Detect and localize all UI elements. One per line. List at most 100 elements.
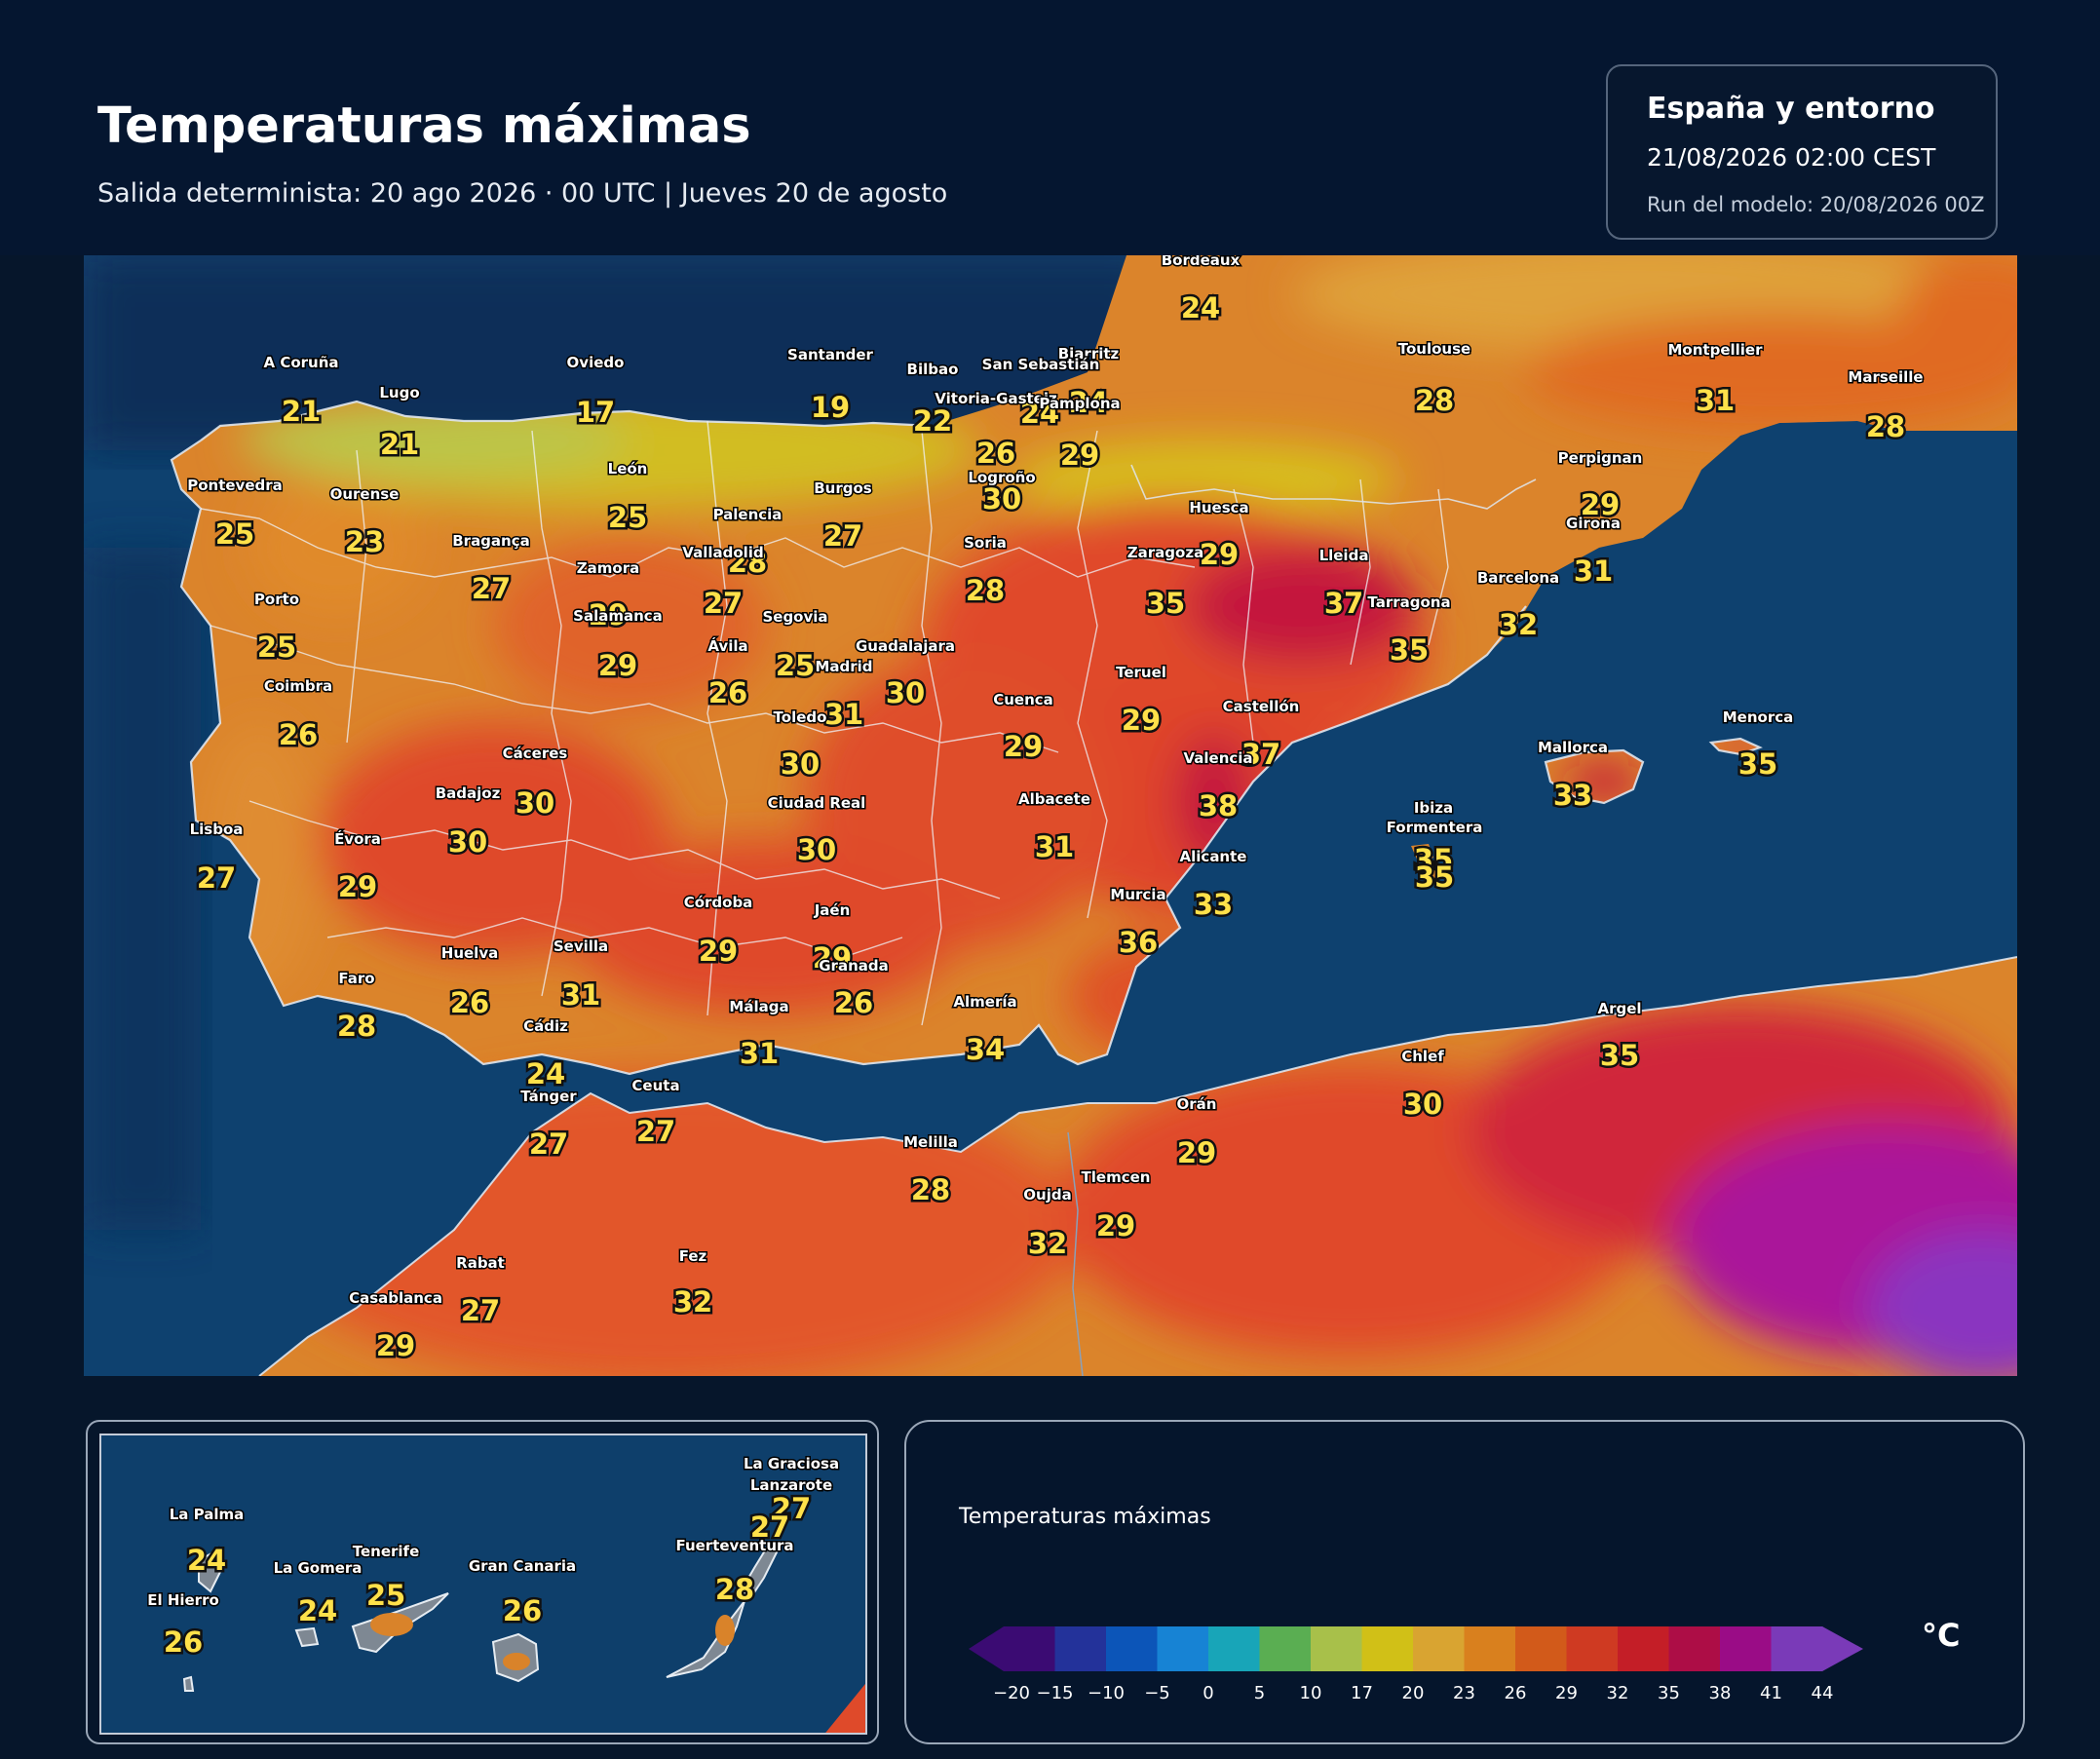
city-name: Perpignan <box>1558 449 1643 467</box>
city-marker-leon: León 25 <box>605 459 649 537</box>
city-temperature: 17 <box>576 396 615 429</box>
colorbar-segment <box>1618 1626 1669 1671</box>
colorbar-tick-label: 26 <box>1505 1683 1527 1703</box>
island-temperature: 28 <box>715 1573 754 1606</box>
city-name: Lleida <box>1319 547 1369 564</box>
city-temperature: 31 <box>740 1037 779 1070</box>
city-marker-ourense: Ourense 23 <box>328 484 401 561</box>
city-marker-pamplona: Pamplona 29 <box>1038 394 1122 475</box>
city-marker-jaen: Jaén 29 <box>810 900 854 977</box>
colorbar-min-arrow <box>969 1626 1004 1671</box>
city-marker-madrid: Madrid 31 <box>814 657 874 734</box>
city-temperature: 33 <box>1553 779 1592 812</box>
city-name: Toulouse <box>1398 340 1470 358</box>
colorbar-segment <box>1668 1626 1721 1671</box>
valid-time: 21/08/2026 02:00 CEST <box>1647 143 1936 172</box>
colorbar-tick-label: 0 <box>1203 1683 1213 1703</box>
city-marker-salamanca: Salamanca 29 <box>572 606 665 685</box>
city-name: Albacete <box>1018 790 1090 808</box>
city-marker-toulouse: Toulouse 28 <box>1396 339 1471 420</box>
city-name: Bragança <box>452 532 530 550</box>
city-marker-lleida: Lleida 37 <box>1317 546 1370 623</box>
city-name: Lugo <box>379 384 419 402</box>
city-marker-bordeaux: Bordeaux 24 <box>1160 255 1241 327</box>
city-temperature: 29 <box>589 598 628 631</box>
city-temperature: 29 <box>813 941 852 975</box>
colorbar: −20 −15 −10 −5 0 5 10 17 20 23 26 29 32 35 38 41 44 <box>969 1626 1863 1703</box>
legend-panel: Temperaturas máximas −20 −15 −10 −5 0 5 10 17 20… <box>904 1420 2025 1744</box>
city-marker-guadalajara: Guadalajara 30 <box>854 636 956 712</box>
header-bar: Temperaturas máximas Salida determinista… <box>0 0 2100 255</box>
city-name: Zamora <box>577 559 639 577</box>
city-marker-san-sebastian: San Sebastián 24 <box>980 355 1101 433</box>
city-marker-mallorca: Mallorca 33 <box>1536 738 1609 815</box>
city-name: Teruel <box>1116 664 1166 681</box>
canarias-inset-panel[interactable]: La Graciosa 27 Lanzarote 27 La Palma 24 Teneri… <box>86 1420 879 1744</box>
island-temperature: 27 <box>772 1492 811 1525</box>
run-subtitle: Salida determinista: 20 ago 2026 · 00 UT… <box>97 178 948 209</box>
city-temperature: 25 <box>215 517 254 551</box>
city-temperature: 29 <box>1177 1136 1216 1169</box>
island-temperature: 24 <box>298 1594 337 1627</box>
city-name: León <box>608 460 648 478</box>
city-temperature: 19 <box>811 391 850 424</box>
main-map[interactable]: Bordeaux 24 A Coruña 21 Oviedo 17 Santander 19 B… <box>84 255 2017 1376</box>
city-marker-lugo: Lugo 21 <box>377 383 421 464</box>
city-name: Badajoz <box>436 784 501 802</box>
city-name: Bordeaux <box>1162 255 1241 269</box>
border-morocco-algeria <box>1067 1131 1084 1376</box>
island-name: La Graciosa <box>744 1455 839 1472</box>
model-run: Run del modelo: 20/08/2026 00Z <box>1647 193 1985 216</box>
city-temperature: 27 <box>472 572 511 605</box>
city-marker-palencia: Palencia 28 <box>711 505 783 582</box>
colorbar-tick-label: 20 <box>1402 1683 1425 1703</box>
city-temperature: 25 <box>776 649 815 682</box>
city-marker-tarragona: Tarragona 35 <box>1366 593 1452 669</box>
city-name: Cuenca <box>993 691 1053 708</box>
africa-corner <box>825 1683 865 1733</box>
city-name: Valencia <box>1183 749 1252 767</box>
colorbar-tick-label: 29 <box>1555 1683 1578 1703</box>
city-name: Tánger <box>520 1088 577 1105</box>
city-marker-formentera: Formentera 35 <box>1385 818 1484 897</box>
africa-coastline <box>258 956 2017 1376</box>
city-temperature: 26 <box>834 986 873 1019</box>
city-temperature: 35 <box>1738 747 1777 781</box>
city-marker-caceres: Cáceres 30 <box>501 744 569 822</box>
city-name: Cáceres <box>503 745 568 762</box>
city-name: Guadalajara <box>856 637 955 655</box>
city-name: Soria <box>964 534 1007 552</box>
colorbar-segment <box>1413 1626 1465 1671</box>
city-marker-alicante: Alicante 33 <box>1178 847 1248 924</box>
city-name: Montpellier <box>1668 341 1764 359</box>
city-temperature: 37 <box>1324 587 1363 620</box>
city-name: Cádiz <box>523 1017 568 1035</box>
city-marker-soria: Soria 28 <box>963 533 1009 610</box>
city-name: Huesca <box>1189 499 1248 516</box>
island-marker-la-gomera: La Gomera 24 <box>272 1558 363 1630</box>
city-temperature: 21 <box>380 428 419 461</box>
city-temperature: 29 <box>1122 704 1161 737</box>
region-label: España y entorno <box>1647 92 1935 126</box>
city-marker-malaga: Málaga 31 <box>728 997 790 1073</box>
island-name: Fuerteventura <box>675 1537 793 1554</box>
city-marker-santander: Santander 19 <box>786 345 875 427</box>
city-marker-braganca: Bragança 27 <box>451 531 532 608</box>
colorbar-tick-label: 35 <box>1658 1683 1680 1703</box>
city-marker-toledo: Toledo 30 <box>772 707 828 784</box>
island-name: El Hierro <box>147 1591 219 1609</box>
city-temperature: 30 <box>1403 1088 1442 1121</box>
city-marker-coimbra: Coimbra 26 <box>262 676 333 754</box>
city-name: Tarragona <box>1367 593 1450 611</box>
city-temperature: 24 <box>1069 386 1108 419</box>
city-marker-ciudad-real: Ciudad Real 30 <box>766 793 867 869</box>
legend-unit: °C <box>1922 1617 1961 1654</box>
city-temperature: 29 <box>1004 730 1043 763</box>
city-name: Sevilla <box>554 937 608 955</box>
city-marker-argel: Argel 35 <box>1596 999 1643 1075</box>
city-name: Palencia <box>713 506 783 523</box>
island-name: Lanzarote <box>750 1476 832 1494</box>
city-name: Melilla <box>903 1133 958 1151</box>
colorbar-tick-label: 44 <box>1812 1683 1834 1703</box>
city-temperature: 27 <box>529 1128 568 1161</box>
